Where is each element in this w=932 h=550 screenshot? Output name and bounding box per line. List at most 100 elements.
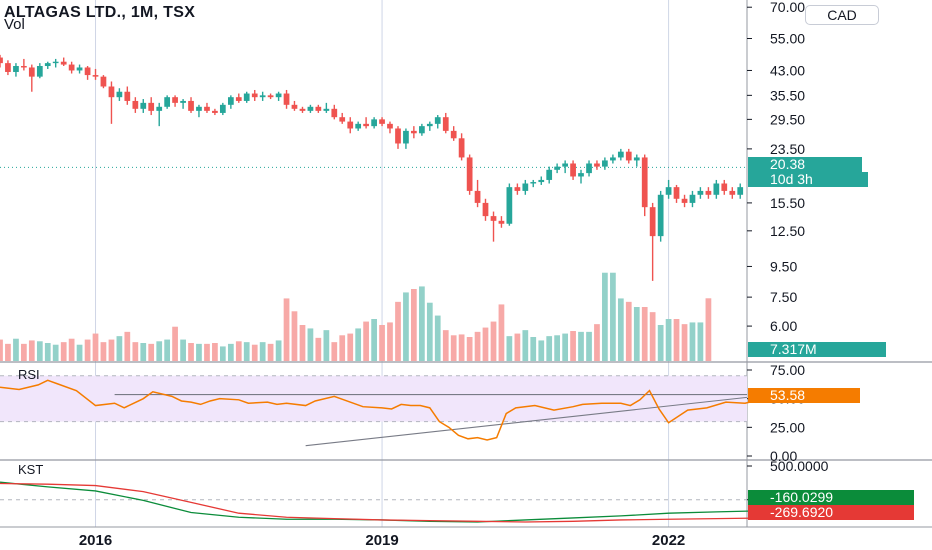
volume-bar (60, 342, 67, 361)
volume-tag: 7.317M (748, 342, 886, 357)
volume-bar (156, 341, 163, 361)
volume-bar (546, 336, 553, 361)
volume-bar (132, 342, 139, 361)
volume-bar (578, 331, 584, 361)
volume-bar (562, 333, 569, 361)
rsi-line (0, 379, 773, 441)
candle-body (395, 128, 401, 144)
volume-bar (379, 325, 385, 361)
candle-body (633, 157, 640, 161)
price-candles (0, 54, 744, 281)
candle-body (355, 123, 362, 129)
candle-body (132, 100, 139, 109)
price-tick-label: 15.50 (770, 195, 805, 211)
volume-bar (76, 344, 83, 361)
volume-bar (28, 340, 35, 361)
candle-body (44, 63, 51, 67)
volume-bar (52, 344, 59, 361)
candle-body (227, 97, 234, 105)
volume-bar (36, 341, 43, 361)
volume-bar (498, 304, 505, 361)
year-tick-label: 2019 (365, 532, 398, 549)
candle-body (586, 163, 592, 174)
volume-bar (594, 324, 600, 361)
kst-value-tag: -160.0299 (748, 490, 914, 505)
volume-bar (371, 319, 377, 361)
candle-body (530, 182, 537, 184)
price-tick-label: 23.50 (770, 141, 805, 157)
year-tick-label: 2016 (79, 532, 112, 549)
volume-bar (13, 338, 19, 361)
volume-bar (92, 333, 99, 361)
volume-bar (466, 337, 473, 361)
candle-body (347, 121, 354, 129)
currency-button[interactable]: CAD (805, 5, 879, 25)
candle-body (124, 91, 131, 101)
price-tick-label: 7.50 (770, 289, 797, 305)
volume-bar (689, 322, 696, 361)
candle-body (458, 138, 465, 158)
volume-bar (586, 331, 592, 361)
volume-bar (299, 325, 306, 361)
candle-body (13, 66, 19, 72)
volume-bar (570, 331, 576, 361)
candle-body (84, 67, 91, 76)
candle-body (299, 108, 306, 111)
candle-body (331, 108, 338, 118)
candle-body (68, 64, 75, 71)
candle-body (235, 97, 242, 101)
candle-body (681, 198, 688, 203)
volume-bar (331, 342, 338, 361)
candle-body (594, 163, 600, 167)
candle-body (617, 151, 624, 158)
price-tick-label: 55.00 (770, 31, 805, 47)
rsi-tick-label: 0.00 (770, 448, 797, 464)
candle-body (116, 91, 123, 98)
volume-bar (84, 339, 91, 361)
volume-bar (530, 337, 537, 361)
candle-body (36, 66, 43, 77)
volume-bar (204, 343, 210, 361)
volume-bar (124, 331, 131, 361)
volume-bar (291, 311, 298, 361)
volume-bar (395, 301, 401, 361)
volume-bar (506, 336, 513, 361)
volume-bar (219, 346, 226, 361)
volume-bar (697, 322, 704, 361)
rsi-tick-label: 25.00 (770, 419, 805, 435)
candle-body (52, 61, 59, 64)
candle-body (474, 190, 481, 203)
candle-body (0, 57, 3, 64)
candle-body (649, 207, 656, 237)
volume-bar (649, 312, 656, 361)
volume-bar (673, 319, 680, 361)
kst-signal-line (0, 482, 772, 523)
volume-bar (538, 340, 545, 361)
candle-body (307, 106, 314, 111)
volume-bar (267, 343, 274, 361)
price-tick-label: 6.00 (770, 318, 797, 334)
volume-bar (100, 342, 107, 361)
candle-body (21, 66, 27, 68)
volume-bar (339, 335, 346, 361)
candle-body (379, 119, 385, 124)
volume-bar (21, 343, 27, 361)
candle-body (148, 102, 155, 111)
candle-body (410, 130, 417, 134)
volume-bar (633, 307, 640, 361)
price-axis[interactable]: 6.00 7.50 9.50 12.50 15.50 23.50 29.50 35.50 43.… (747, 0, 805, 334)
candle-body (76, 67, 83, 71)
time-axis[interactable]: 2016 2019 2022 (79, 532, 685, 549)
candle-body (578, 173, 584, 177)
candle-body (323, 108, 330, 111)
candle-body (108, 86, 115, 98)
volume-bar (490, 321, 497, 361)
volume-bar (347, 333, 354, 361)
volume-bar (363, 321, 369, 361)
volume-bar (259, 342, 266, 361)
volume-bar (554, 335, 560, 361)
candle-body (506, 187, 513, 224)
volume-label: Vol (4, 16, 25, 33)
candle-body (172, 97, 178, 103)
